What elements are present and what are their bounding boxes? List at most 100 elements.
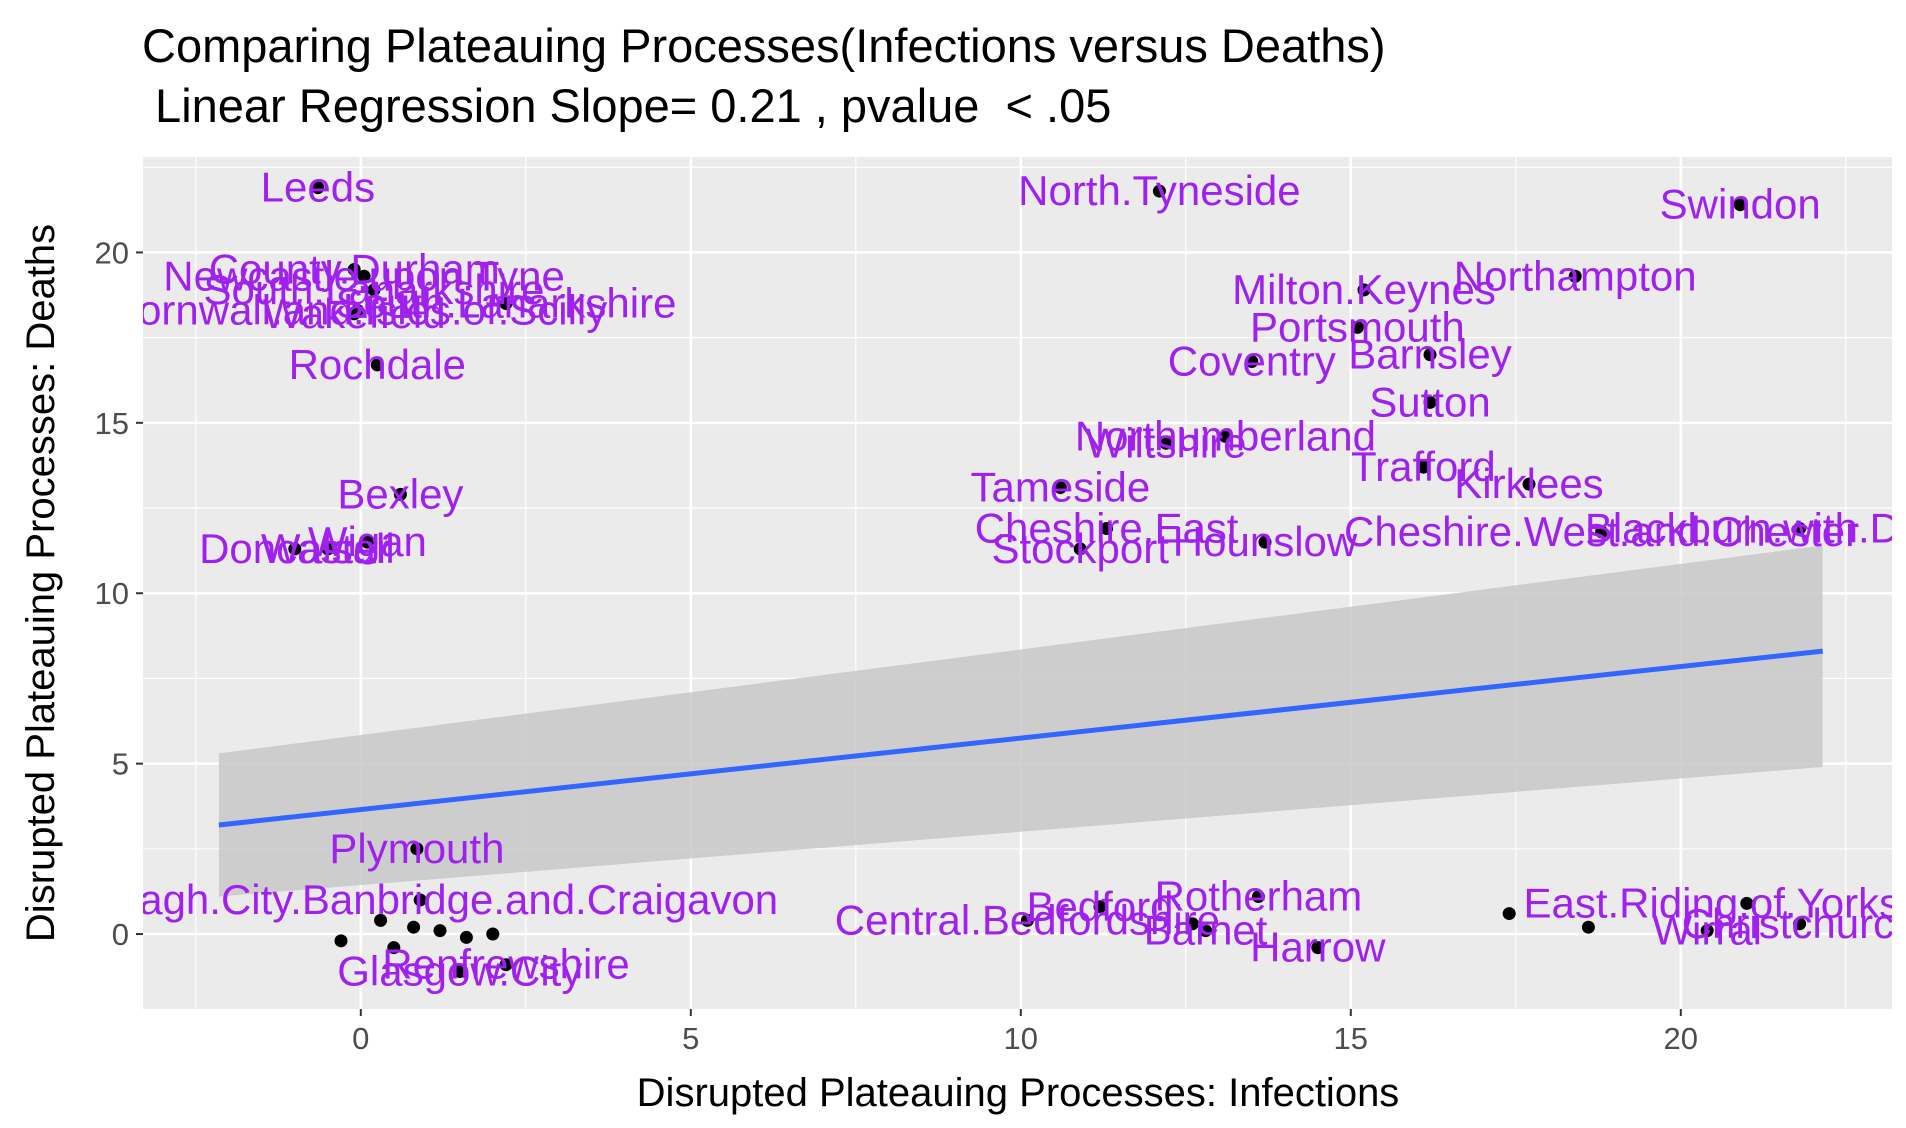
minor-gridlines [143,157,1892,1009]
point-label: South.Lanarkshire [204,266,545,313]
data-point [1199,924,1213,938]
point-label: Coventry [1168,337,1336,384]
point-label: Rochdale [289,341,466,388]
data-point [1245,354,1259,368]
x-tick-label: 20 [1664,1021,1698,1056]
data-point [459,930,473,944]
data-point [1740,896,1754,910]
point-label: Harrow [1250,924,1386,971]
regression-line [218,648,1823,828]
data-point [1152,184,1166,198]
point-label: Wiltshire [1085,419,1246,466]
x-tick-label: 10 [1004,1021,1038,1056]
chart-subtitle: Linear Regression Slope= 0.21 , pvalue <… [142,79,1111,132]
x-tick-label: 5 [682,1021,699,1056]
point-label: Barnsley [1348,331,1511,378]
point-label: Trafford [1351,443,1496,490]
y-tick-label: 15 [95,406,129,441]
data-point [1020,913,1034,927]
point-label: Cornwall.and.Isles.of.Scilly [108,286,608,333]
point-label: Barnet [1144,907,1268,954]
points-layer [288,181,1807,979]
point-label: Bedford [1026,883,1173,930]
point-label: Northampton [1454,252,1697,299]
data-point [499,297,513,311]
point-label: Doncaster [199,525,390,572]
data-point [1251,890,1265,904]
data-point [1073,542,1087,556]
point-label: Milton.Keynes [1232,266,1496,313]
point-label: Sutton [1369,378,1490,425]
data-point [387,941,401,955]
data-point [1700,924,1714,938]
data-point [393,487,407,501]
data-point [347,307,361,321]
data-point [1423,348,1437,362]
point-label: Wirral [1652,907,1762,954]
data-point [321,542,335,556]
point-label: Northumberland [1075,412,1376,459]
point-label: North.Tyneside [1018,167,1300,214]
point-label: Leeds [261,164,375,211]
point-label: Kirklees [1454,460,1603,507]
data-point [347,262,361,276]
data-point [1350,320,1364,334]
point-label: South.Lanarkshire [336,280,677,327]
plot-area: Leeds County.DurhamNewcastle.upon.TyneSou… [62,164,1906,995]
point-label: Plymouth [329,825,504,872]
data-point [1522,477,1536,491]
data-point [1416,460,1430,474]
point-label: Wigan [308,518,427,565]
data-point [1793,521,1807,535]
data-point [1159,436,1173,450]
y-tick-label: 20 [95,235,129,270]
data-point [1258,535,1272,549]
data-point [1357,283,1371,297]
point-label: Walsall [261,525,395,572]
data-point [288,542,302,556]
point-label: Bexley [337,470,463,517]
point-label: Portsmouth [1250,303,1465,350]
y-tick-label: 10 [95,576,129,611]
data-point [453,965,467,979]
data-point [1568,269,1582,283]
data-point [410,842,424,856]
point-label: County.Durham [209,245,500,292]
data-point [1100,521,1114,535]
data-point [1793,917,1807,931]
data-point [1311,941,1325,955]
y-axis-title: Disrupted Plateauing Processes: Deaths [19,224,63,942]
point-label: Christchurch [1682,900,1906,947]
data-point [433,924,447,938]
point-label: Blackburn.with.Darwen [1585,504,1906,551]
point-label: Renfrewshire [382,941,629,988]
point-label: Wakefield [263,290,446,337]
point-label: Cheshire.East [975,504,1239,551]
data-point [407,920,421,934]
confidence-ribbon [218,545,1823,897]
y-axis-ticks: 0 5 10 15 20 [95,235,143,952]
data-point [1185,917,1199,931]
point-label: Stockport [991,525,1169,572]
y-tick-label: 5 [112,747,129,782]
data-point [1093,900,1107,914]
data-point [413,893,427,907]
x-tick-label: 15 [1334,1021,1368,1056]
data-point [334,934,348,948]
data-point [367,283,381,297]
data-point [1733,198,1747,212]
data-point [1595,525,1609,539]
data-point [499,958,513,972]
point-label: Rotherham [1155,873,1363,920]
x-tick-label: 0 [352,1021,369,1056]
point-label: Tameside [971,464,1151,511]
point-labels-layer: Leeds County.DurhamNewcastle.upon.TyneSou… [62,164,1906,995]
data-point [357,269,371,283]
y-tick-label: 0 [112,917,129,952]
x-axis-title: Disrupted Plateauing Processes: Infectio… [637,1071,1400,1115]
point-label: Hounslow [1173,518,1358,565]
point-label: Swindon [1660,181,1821,228]
point-label: Armagh.City.Banbridge.and.Craigavon [62,876,778,923]
data-point [486,927,500,941]
